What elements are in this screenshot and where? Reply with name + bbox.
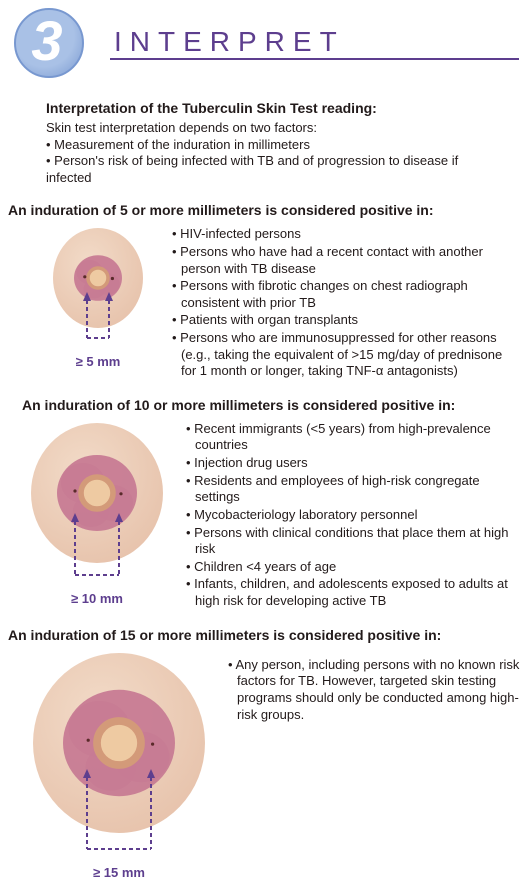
list-item: HIV-infected persons: [172, 226, 512, 243]
panel-10mm: ≥ 10 mm Recent immigrants (<5 years) fro…: [0, 421, 527, 611]
list-item: Recent immigrants (<5 years) from high-p…: [186, 421, 526, 454]
list-item: Children <4 years of age: [186, 559, 526, 576]
step-number: 3: [31, 13, 62, 69]
intro-factor: • Person's risk of being infected with T…: [46, 153, 506, 186]
section-heading-15mm: An induration of 15 or more millimeters …: [8, 627, 527, 645]
induration-caption-5mm: ≥ 5 mm: [26, 354, 170, 371]
intro-factor-text: Measurement of the induration in millime…: [54, 137, 310, 152]
list-item: Any person, including persons with no kn…: [228, 657, 527, 724]
list-item: Infants, children, and adolescents expos…: [186, 576, 526, 609]
induration-svg-10mm: [23, 421, 171, 589]
list-item: Mycobacteriology laboratory personnel: [186, 507, 526, 524]
induration-caption-10mm: ≥ 10 mm: [14, 591, 180, 608]
panel-5mm: ≥ 5 mm HIV-infected personsPersons who h…: [0, 226, 527, 381]
list-item: Residents and employees of high-risk con…: [186, 473, 526, 506]
page-title: INTERPRET: [114, 24, 345, 62]
intro-factor-text: Person's risk of being infected with TB …: [46, 153, 458, 185]
list-item: Injection drug users: [186, 455, 526, 472]
section-heading-10mm: An induration of 10 or more millimeters …: [22, 397, 527, 415]
page-header: 3 INTERPRET: [0, 0, 527, 78]
intro-title: Interpretation of the Tuberculin Skin Te…: [46, 100, 506, 118]
bullet-list-5mm: HIV-infected personsPersons who have had…: [172, 226, 512, 381]
intro-block: Interpretation of the Tuberculin Skin Te…: [46, 100, 506, 186]
list-item: Persons with fibrotic changes on chest r…: [172, 278, 512, 311]
list-item: Persons with clinical conditions that pl…: [186, 525, 526, 558]
induration-graphic-5mm: ≥ 5 mm: [0, 226, 170, 371]
induration-caption-15mm: ≥ 15 mm: [14, 865, 224, 881]
intro-subtitle: Skin test interpretation depends on two …: [46, 120, 506, 137]
induration-svg-5mm: [46, 226, 150, 352]
induration-graphic-15mm: ≥ 15 mm: [0, 651, 224, 881]
bullet-list-15mm: Any person, including persons with no kn…: [228, 651, 527, 725]
induration-svg-15mm: [24, 651, 214, 863]
list-item: Persons who have had a recent contact wi…: [172, 244, 512, 277]
list-item: Persons who are immunosuppressed for oth…: [172, 330, 512, 380]
title-underline: [110, 58, 519, 60]
induration-graphic-10mm: ≥ 10 mm: [0, 421, 180, 608]
section-heading-5mm: An induration of 5 or more millimeters i…: [8, 202, 527, 220]
bullet-list-10mm: Recent immigrants (<5 years) from high-p…: [186, 421, 526, 611]
list-item: Patients with organ transplants: [172, 312, 512, 329]
panel-15mm: ≥ 15 mm Any person, including persons wi…: [0, 651, 527, 881]
step-number-badge: 3: [14, 8, 84, 78]
intro-factor: • Measurement of the induration in milli…: [46, 137, 506, 154]
